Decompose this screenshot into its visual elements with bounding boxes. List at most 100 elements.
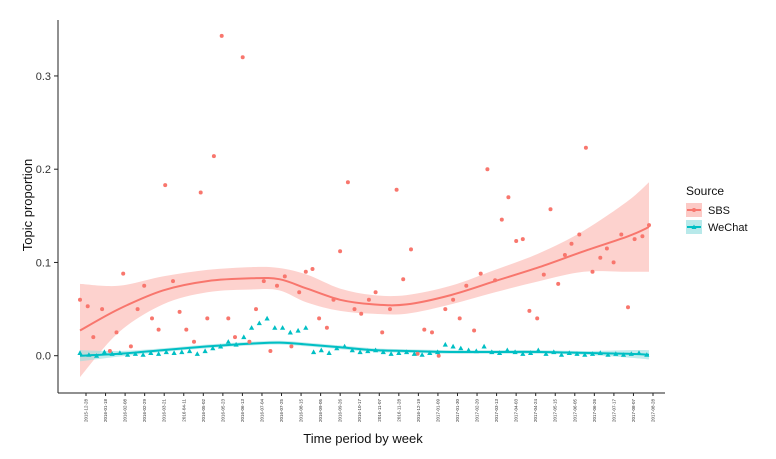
point-sbs	[184, 327, 189, 332]
point-wechat	[233, 341, 239, 347]
x-tick-label: 2016-09-05	[318, 399, 323, 423]
point-sbs	[345, 180, 350, 185]
x-tick-label: 2016-08-15	[299, 399, 304, 423]
point-sbs	[394, 187, 399, 192]
point-sbs	[85, 304, 90, 309]
point-sbs	[282, 274, 287, 279]
point-wechat	[326, 350, 332, 355]
x-tick-label: 2017-01-30	[455, 399, 460, 423]
point-wechat	[171, 350, 177, 355]
point-sbs	[590, 269, 595, 274]
point-wechat	[295, 327, 301, 333]
point-sbs	[493, 278, 498, 283]
point-sbs	[380, 330, 385, 335]
point-sbs	[451, 297, 456, 302]
point-wechat	[504, 347, 510, 353]
point-wechat	[566, 350, 572, 355]
point-wechat	[551, 349, 557, 355]
point-sbs	[520, 237, 525, 242]
point-sbs	[310, 267, 315, 271]
point-wechat	[125, 352, 131, 357]
point-sbs	[366, 297, 371, 302]
point-wechat	[512, 349, 518, 355]
point-wechat	[489, 349, 495, 355]
point-wechat	[256, 320, 262, 326]
x-tick-label: 2017-07-17	[611, 399, 616, 423]
x-tick-label: 2016-05-23	[220, 399, 225, 423]
point-sbs	[527, 308, 532, 313]
point-wechat	[396, 350, 402, 355]
point-sbs	[464, 283, 469, 288]
point-wechat	[597, 350, 603, 355]
x-tick-label: 2016-04-11	[181, 399, 186, 422]
point-sbs	[373, 290, 378, 295]
point-sbs	[91, 335, 96, 340]
point-sbs	[556, 281, 561, 286]
point-sbs	[430, 330, 434, 335]
x-tick-label: 2017-03-13	[494, 399, 499, 423]
point-wechat	[442, 341, 448, 347]
point-sbs	[338, 249, 343, 254]
point-sbs	[226, 316, 231, 321]
point-wechat	[101, 349, 107, 355]
point-sbs	[640, 234, 645, 239]
point-wechat	[109, 351, 115, 356]
point-wechat	[132, 351, 138, 356]
x-axis-title: Time period by week	[303, 431, 423, 446]
y-ticks: 0.0 0.1 0.2 0.3	[36, 71, 58, 363]
point-wechat	[435, 349, 441, 355]
legend: Source SBS WeChat	[686, 184, 748, 234]
point-wechat	[535, 347, 541, 353]
point-sbs	[177, 309, 182, 314]
point-sbs	[401, 277, 406, 282]
point-sbs	[598, 255, 603, 260]
point-wechat	[280, 325, 286, 330]
x-tick-label: 2016-11-28	[396, 399, 401, 422]
point-sbs	[583, 145, 588, 150]
point-wechat	[117, 350, 123, 355]
x-tick-label: 2017-04-24	[533, 399, 538, 423]
point-sbs	[289, 344, 294, 349]
legend-key-marker	[692, 208, 696, 212]
point-wechat	[349, 347, 355, 353]
point-wechat	[528, 350, 534, 355]
point-wechat	[628, 351, 634, 356]
x-tick-label: 2017-04-03	[514, 399, 519, 423]
point-wechat	[620, 352, 627, 357]
point-sbs	[569, 241, 574, 246]
point-sbs	[626, 305, 630, 310]
point-wechat	[388, 351, 394, 356]
point-sbs	[317, 316, 322, 321]
point-wechat	[574, 351, 580, 356]
point-sbs	[150, 316, 154, 321]
data-points	[77, 33, 651, 358]
point-sbs	[114, 330, 119, 335]
y-tick-label: 0.1	[36, 257, 51, 269]
x-tick-label: 2016-07-04	[260, 399, 265, 423]
point-wechat	[187, 348, 193, 354]
point-sbs	[415, 351, 420, 356]
legend-key-marker	[691, 224, 697, 229]
point-sbs	[562, 253, 567, 257]
point-sbs	[514, 239, 519, 243]
point-wechat	[473, 348, 479, 354]
x-tick-label: 2016-11-07	[377, 399, 382, 422]
point-sbs	[135, 307, 140, 312]
point-wechat	[466, 347, 472, 353]
point-wechat	[303, 325, 309, 330]
point-sbs	[78, 297, 82, 302]
x-tick-label: 2017-05-15	[553, 399, 558, 423]
point-wechat	[481, 343, 487, 349]
point-sbs	[171, 279, 175, 284]
point-sbs	[541, 272, 546, 277]
point-wechat	[419, 352, 425, 357]
point-wechat	[94, 353, 100, 358]
point-wechat	[86, 352, 92, 357]
point-sbs	[478, 271, 483, 276]
x-tick-label: 2016-09-26	[338, 399, 343, 423]
point-sbs	[156, 327, 161, 332]
point-wechat	[202, 348, 208, 354]
point-wechat	[427, 350, 433, 355]
x-tick-label: 2017-01-09	[435, 399, 440, 423]
point-wechat	[520, 351, 526, 356]
